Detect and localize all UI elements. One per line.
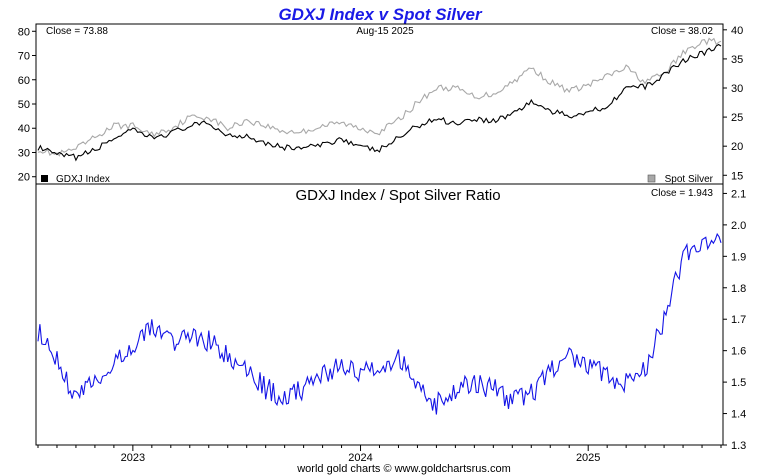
left-tick-label: 60: [18, 75, 30, 87]
ratio-tick-label: 1.9: [731, 251, 746, 263]
right-tick-label: 30: [731, 83, 743, 95]
year-tick-label: 2025: [576, 452, 600, 464]
chart-title: GDXJ Index v Spot Silver: [278, 5, 483, 24]
left-tick-label: 50: [18, 99, 30, 111]
right-tick-label: 15: [731, 170, 743, 182]
right-tick-label: 20: [731, 141, 743, 153]
ratio-tick-label: 2.1: [731, 188, 746, 200]
left-tick-label: 20: [18, 172, 30, 184]
gdxj-legend-swatch: [41, 175, 48, 182]
year-tick-label: 2024: [348, 452, 372, 464]
ratio-tick-label: 1.8: [731, 283, 746, 295]
ratio-title: GDXJ Index / Spot Silver Ratio: [295, 187, 500, 204]
gdxj-legend-label: GDXJ Index: [56, 174, 110, 185]
right-tick-label: 40: [731, 25, 743, 37]
top-right-axis: 15 20 25 30 35 40: [723, 25, 743, 182]
right-tick-label: 25: [731, 112, 743, 124]
ratio-tick-label: 1.6: [731, 346, 746, 358]
ratio-tick-label: 1.7: [731, 314, 746, 326]
top-series: [37, 37, 722, 162]
top-panel: 20 30 40 50 60 70 80 15 20 25 30 35 40 Close = 73.8…: [18, 23, 743, 185]
left-tick-label: 40: [18, 123, 30, 135]
left-tick-label: 70: [18, 51, 30, 63]
silver-close-label: Close = 38.02: [651, 26, 713, 37]
footer-credit: world gold charts © www.goldchartsrus.co…: [296, 463, 511, 475]
top-left-axis: 20 30 40 50 60 70 80: [18, 26, 36, 184]
spot-silver-line: [37, 37, 722, 157]
bottom-panel: 1.3 1.4 1.5 1.6 1.7 1.8 1.9 2.0 2.1 2023 2024 2025…: [35, 183, 746, 464]
ratio-tick-label: 1.5: [731, 377, 746, 389]
ratio-axis: 1.3 1.4 1.5 1.6 1.7 1.8 1.9 2.0 2.1: [723, 188, 746, 452]
year-tick-label: 2023: [121, 452, 145, 464]
x-axis: 2023 2024 2025: [37, 445, 722, 464]
ratio-tick-label: 2.0: [731, 220, 746, 232]
silver-legend-label: Spot Silver: [665, 174, 714, 185]
ratio-series: [37, 232, 722, 415]
gdxj-index-line: [37, 43, 722, 162]
date-label: Aug-15 2025: [356, 26, 414, 37]
ratio-tick-label: 1.4: [731, 409, 746, 421]
top-panel-frame: [35, 23, 724, 185]
gdxj-close-label: Close = 73.88: [46, 26, 108, 37]
bottom-panel-frame: [35, 183, 724, 446]
right-tick-label: 35: [731, 54, 743, 66]
ratio-close-label: Close = 1.943: [651, 188, 713, 199]
left-tick-label: 80: [18, 26, 30, 38]
silver-legend-swatch: [647, 174, 656, 183]
ratio-tick-label: 1.3: [731, 440, 746, 452]
ratio-line: [37, 232, 722, 415]
left-tick-label: 30: [18, 147, 30, 159]
